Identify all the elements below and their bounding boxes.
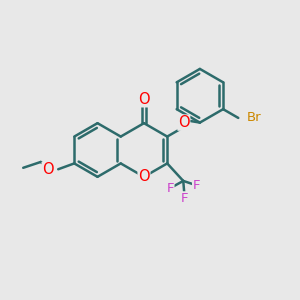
Text: Br: Br (246, 111, 261, 124)
Text: F: F (167, 182, 174, 195)
Text: O: O (42, 162, 54, 177)
Text: O: O (138, 92, 150, 107)
Text: O: O (138, 169, 150, 184)
Text: F: F (181, 192, 188, 205)
Text: O: O (178, 115, 190, 130)
Text: F: F (193, 179, 200, 192)
